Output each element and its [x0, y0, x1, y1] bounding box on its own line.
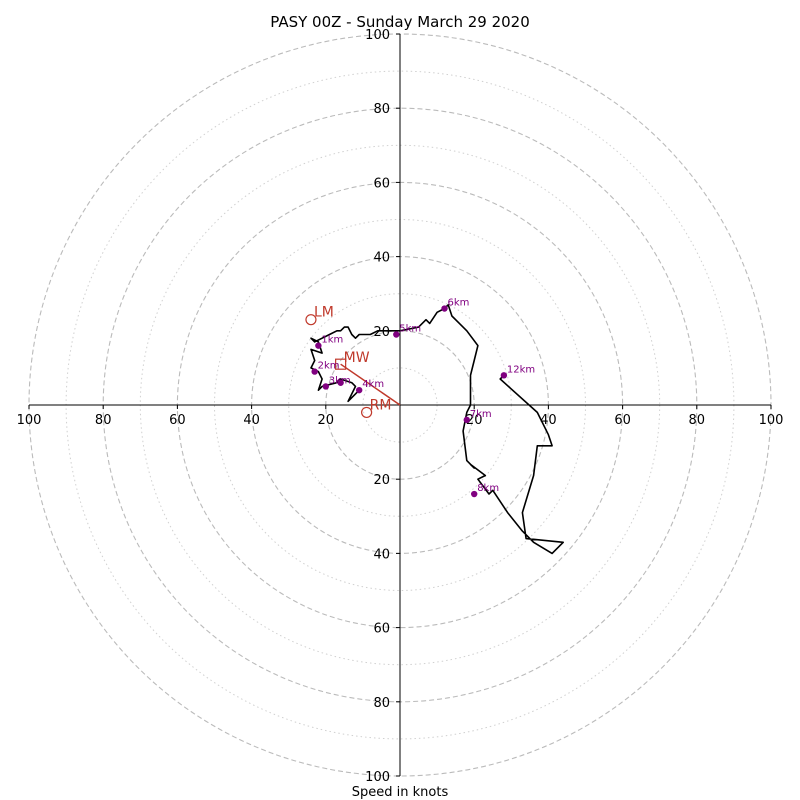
x-tick-label: 60 — [614, 413, 631, 428]
height-marker — [471, 490, 478, 498]
height-marker — [393, 331, 400, 338]
height-marker — [311, 368, 318, 375]
height-label: 7km — [470, 409, 492, 420]
x-tick-label: 40 — [243, 413, 260, 428]
x-tick-label: 40 — [540, 413, 557, 428]
y-tick-label: 60 — [373, 176, 390, 191]
height-marker — [337, 379, 344, 386]
y-tick-label: 80 — [373, 696, 390, 711]
height-label: 5km — [399, 324, 421, 335]
height-marker — [500, 372, 508, 379]
y-tick-label: 20 — [373, 325, 390, 340]
mean-wind-marker — [335, 358, 347, 370]
x-tick-label: 100 — [759, 413, 784, 428]
x-tick-label: 20 — [466, 413, 483, 428]
y-tick-label: 60 — [373, 622, 390, 637]
height-marker — [355, 386, 363, 394]
hodograph-trace-group — [310, 303, 565, 555]
storm-motion-vector — [340, 363, 401, 406]
x-tick-label: 80 — [95, 413, 112, 428]
mean-wind-label: MW — [344, 350, 370, 366]
y-tick-label: 100 — [365, 770, 390, 785]
y-tick-label: 20 — [373, 473, 390, 488]
y-tick-label: 100 — [365, 28, 390, 43]
y-tick-label: 40 — [373, 547, 390, 562]
x-tick-label: 60 — [169, 413, 186, 428]
height-marker — [441, 305, 448, 312]
hodograph-trace — [310, 303, 565, 555]
height-label: 4km — [362, 379, 384, 390]
height-label: 12km — [507, 364, 535, 375]
height-marker — [463, 416, 470, 424]
y-tick-label: 40 — [373, 251, 390, 266]
chart-title: PASY 00Z - Sunday March 29 2020 — [270, 13, 530, 31]
left-mover-label: LM — [314, 305, 334, 321]
storm-motion: LM RM MW — [305, 305, 401, 419]
x-tick-label: 100 — [17, 413, 42, 428]
y-tick-label: 80 — [373, 102, 390, 117]
x-tick-label: 80 — [689, 413, 706, 428]
height-markers: 1km2km3km4km5km6km7km8km12km — [311, 298, 535, 498]
right-mover-label: RM — [370, 397, 392, 413]
x-axis-label: Speed in knots — [352, 785, 449, 800]
right-mover-marker — [361, 406, 373, 419]
height-label: 1km — [321, 335, 343, 346]
height-label: 2km — [318, 361, 340, 372]
x-tick-label: 20 — [318, 413, 335, 428]
height-marker — [322, 383, 329, 390]
height-label: 6km — [448, 298, 470, 309]
height-label: 8km — [477, 483, 499, 494]
tick-labels: 100 80 60 40 20 20 40 60 80 100 20 40 60 80 100 20 40 60 8… — [17, 28, 784, 785]
height-marker — [315, 342, 322, 349]
left-mover-marker — [305, 314, 317, 326]
